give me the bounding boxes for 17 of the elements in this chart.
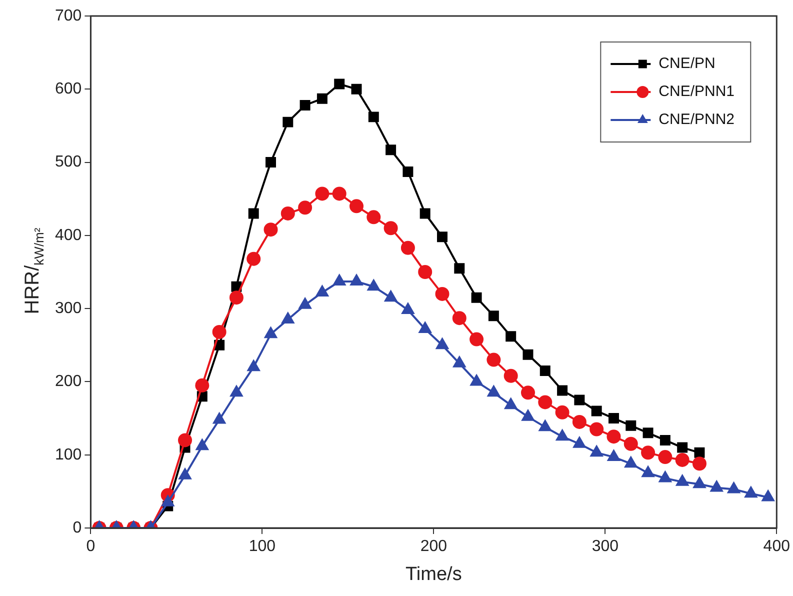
y-tick-label: 0 <box>72 519 82 536</box>
x-tick-label: 0 <box>86 538 96 556</box>
y-tick-label: 500 <box>54 154 82 171</box>
y-tick-label: 200 <box>54 373 82 390</box>
y-tick-label: 700 <box>54 7 82 24</box>
x-tick-label: 400 <box>763 538 790 556</box>
y-tick-label: 400 <box>54 226 82 244</box>
y-tick-label: 600 <box>54 80 82 98</box>
y-tick-label: 100 <box>54 446 82 464</box>
x-tick-label: 200 <box>420 538 448 556</box>
x-tick-label: 300 <box>592 538 619 556</box>
x-axis-title: Time/s <box>406 564 462 585</box>
legend-label: CNE/PN <box>658 55 716 72</box>
y-tick-label: 300 <box>54 300 82 317</box>
legend-label: CNE/PNN1 <box>658 83 735 100</box>
x-tick-label: 100 <box>248 538 276 556</box>
legend-label: CNE/PNN2 <box>658 111 735 128</box>
